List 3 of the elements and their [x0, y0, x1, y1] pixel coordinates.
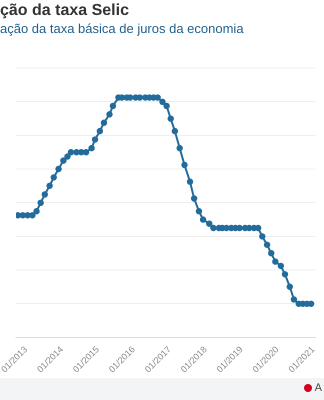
text: A [314, 382, 322, 394]
chart-title: ção da taxa Selic [0, 2, 129, 20]
chart-subtitle: ação da taxa básica de juros da economia [0, 21, 244, 36]
